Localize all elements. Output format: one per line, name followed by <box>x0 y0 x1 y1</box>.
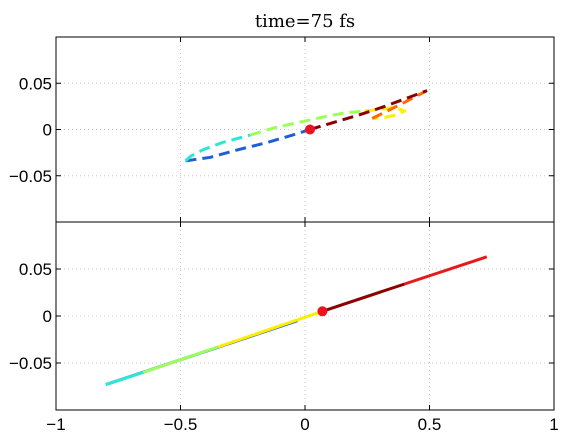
top-axes: 0.05 0 −0.05 <box>9 36 555 223</box>
y-tick-label: −0.05 <box>9 167 52 186</box>
y-tick-label: 0.05 <box>19 260 52 279</box>
position-marker <box>317 306 328 317</box>
series-line-orange <box>371 89 428 120</box>
y-tick-label: −0.05 <box>9 354 52 373</box>
position-marker <box>304 124 315 135</box>
x-tick-label: 0 <box>300 415 309 434</box>
series-line-green <box>249 109 365 137</box>
series-line-dark_red <box>309 89 428 131</box>
bottom-axes: 0.05 0 −0.05 −1 −0.5 0 0.5 1 <box>9 221 559 434</box>
series-line-green <box>142 345 219 374</box>
series-line-yellow <box>364 105 407 120</box>
axes-frame <box>55 221 555 411</box>
series-line-dark_red <box>321 282 406 313</box>
series-line-yellow <box>217 309 323 349</box>
series-line-cyan <box>184 133 251 163</box>
x-tick-label: −1 <box>46 415 65 434</box>
series-line-red <box>404 255 488 286</box>
y-tick-label: 0.05 <box>19 74 52 93</box>
y-tick-label: 0 <box>43 307 52 326</box>
y-tick-label: 0 <box>43 121 52 140</box>
x-tick-label: 1 <box>549 415 558 434</box>
x-tick-label: 0.5 <box>418 415 442 434</box>
series-line-blue <box>185 128 311 163</box>
series-line-cyan <box>105 370 144 387</box>
chart-title: time=75 fs <box>255 11 355 32</box>
x-tick-label: −0.5 <box>164 415 198 434</box>
